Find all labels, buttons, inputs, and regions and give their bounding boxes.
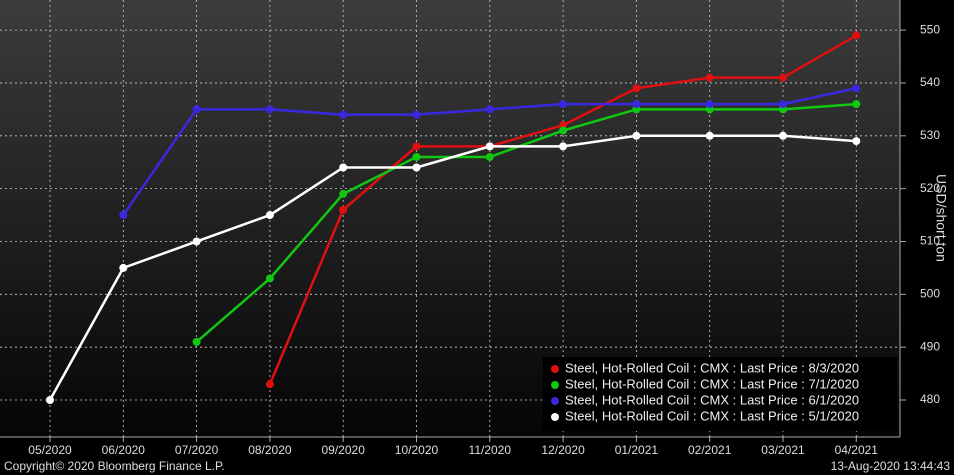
x-tick-label: 02/2021 bbox=[688, 443, 732, 457]
x-tick-label: 01/2021 bbox=[615, 443, 659, 457]
point bbox=[485, 105, 494, 114]
point bbox=[632, 100, 641, 109]
point bbox=[412, 142, 421, 151]
point bbox=[779, 73, 787, 82]
point bbox=[852, 84, 861, 93]
x-tick-label: 05/2020 bbox=[28, 443, 72, 457]
point bbox=[852, 31, 861, 40]
x-tick-label: 03/2021 bbox=[761, 443, 805, 457]
footer-right: 13-Aug-2020 13:44:43 bbox=[831, 459, 951, 473]
point bbox=[265, 105, 274, 114]
point bbox=[632, 84, 641, 93]
point bbox=[412, 110, 421, 119]
point bbox=[119, 263, 128, 272]
point bbox=[559, 142, 568, 151]
point bbox=[559, 100, 568, 109]
point bbox=[705, 100, 714, 109]
point bbox=[485, 142, 494, 151]
footer-left: Copyright© 2020 Bloomberg Finance L.P. bbox=[4, 459, 225, 473]
point bbox=[779, 100, 787, 109]
point bbox=[339, 205, 348, 214]
x-tick-label: 10/2020 bbox=[395, 443, 439, 457]
x-tick-label: 12/2020 bbox=[541, 443, 585, 457]
y-axis-label: USD/short ton bbox=[933, 174, 949, 262]
point bbox=[852, 137, 861, 146]
point bbox=[46, 396, 54, 405]
point bbox=[412, 152, 421, 161]
legend-label: Steel, Hot-Rolled Coil : CMX : Last Pric… bbox=[565, 376, 859, 391]
point bbox=[705, 73, 714, 82]
legend-label: Steel, Hot-Rolled Coil : CMX : Last Pric… bbox=[565, 408, 859, 423]
y-tick-label: 490 bbox=[920, 339, 940, 353]
legend-label: Steel, Hot-Rolled Coil : CMX : Last Pric… bbox=[565, 360, 859, 375]
point bbox=[192, 337, 201, 346]
point bbox=[705, 131, 714, 140]
y-tick-label: 530 bbox=[920, 128, 940, 142]
point bbox=[559, 126, 568, 135]
point bbox=[485, 152, 494, 161]
y-tick-label: 550 bbox=[920, 22, 940, 36]
point bbox=[119, 211, 128, 220]
legend-marker bbox=[551, 413, 559, 421]
point bbox=[192, 237, 201, 246]
point bbox=[852, 100, 861, 109]
legend-marker bbox=[551, 365, 559, 373]
x-tick-label: 04/2021 bbox=[835, 443, 879, 457]
legend-marker bbox=[551, 397, 559, 405]
series-line bbox=[48, 134, 857, 401]
point bbox=[265, 274, 274, 283]
point bbox=[192, 105, 201, 114]
point bbox=[265, 380, 274, 389]
point bbox=[339, 189, 348, 198]
legend-label: Steel, Hot-Rolled Coil : CMX : Last Pric… bbox=[565, 392, 859, 407]
legend-box bbox=[543, 357, 897, 431]
point bbox=[339, 110, 348, 119]
x-tick-label: 06/2020 bbox=[102, 443, 146, 457]
x-tick-label: 08/2020 bbox=[248, 443, 292, 457]
x-tick-label: 09/2020 bbox=[322, 443, 366, 457]
point bbox=[632, 131, 641, 140]
point bbox=[412, 163, 421, 172]
point bbox=[339, 163, 348, 172]
point bbox=[265, 211, 274, 220]
y-tick-label: 500 bbox=[920, 286, 940, 300]
y-tick-label: 480 bbox=[920, 392, 940, 406]
x-tick-label: 07/2020 bbox=[175, 443, 219, 457]
legend-marker bbox=[551, 381, 559, 389]
x-tick-label: 11/2020 bbox=[469, 443, 512, 457]
y-tick-label: 520 bbox=[920, 181, 940, 195]
series-line bbox=[195, 102, 857, 343]
y-tick-label: 510 bbox=[920, 234, 940, 248]
point bbox=[779, 131, 787, 140]
y-tick-label: 540 bbox=[920, 75, 940, 89]
